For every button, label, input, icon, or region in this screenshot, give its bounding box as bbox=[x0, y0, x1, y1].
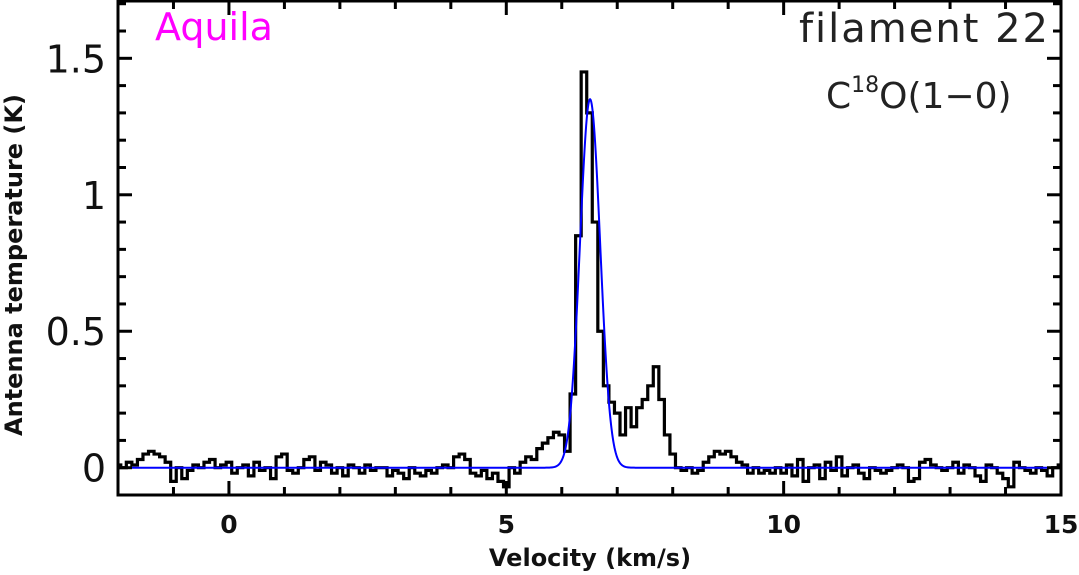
x-tick-label: 5 bbox=[498, 510, 515, 539]
y-tick-label: 1.5 bbox=[46, 37, 106, 81]
molecule-isotope: 18 bbox=[851, 73, 879, 98]
x-axis-title: Velocity (km/s) bbox=[489, 544, 691, 572]
y-tick-label: 1 bbox=[82, 174, 106, 218]
x-tick-label: 10 bbox=[766, 510, 801, 539]
region-label: Aquila bbox=[155, 5, 273, 49]
y-tick-label: 0.5 bbox=[46, 310, 106, 354]
spectrum-line bbox=[118, 70, 1061, 489]
x-tick-label: 15 bbox=[1044, 510, 1079, 539]
x-tick-label: 0 bbox=[220, 510, 237, 539]
molecule-c: C bbox=[826, 76, 851, 117]
tick-labels: 0 5 10 15 0 0.5 1 1.5 bbox=[46, 37, 1079, 539]
y-tick-label: 0 bbox=[82, 447, 106, 491]
filament-label: filament 22 bbox=[799, 6, 1050, 52]
gaussian-fit-line bbox=[118, 97, 1061, 469]
axis-ticks bbox=[116, 1, 1063, 495]
molecule-rest: O(1−0) bbox=[879, 76, 1011, 117]
molecule-label: C18O(1−0) bbox=[826, 73, 1012, 117]
y-axis-title: Antenna temperature (K) bbox=[0, 94, 28, 436]
